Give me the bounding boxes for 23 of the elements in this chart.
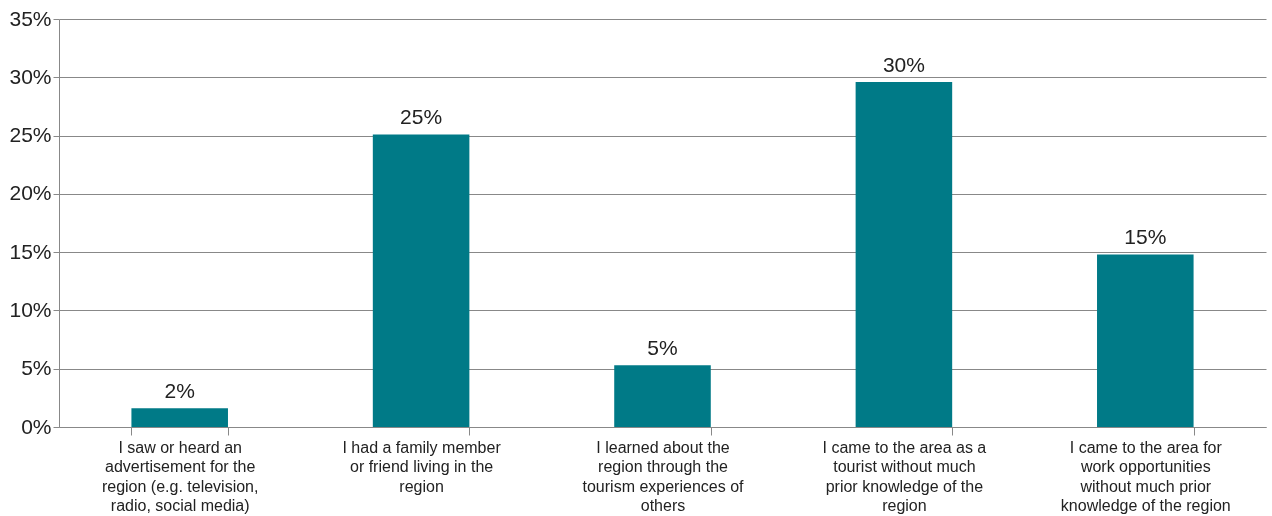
y-tick-label: 10% [9, 297, 52, 321]
bar [614, 365, 711, 427]
bar [1097, 254, 1194, 427]
x-tick-label: I saw or heard an advertisement for the region (e.g. television, radio, social media) [101, 438, 259, 514]
x-tick-label: I came to the area for work opportunities without much prior knowledge of the region [1060, 438, 1231, 514]
y-tick-label: 25% [9, 123, 52, 147]
bar [855, 81, 953, 427]
x-tick-label: I came to the area as a tourist without much prior knowledge of the region [822, 438, 987, 514]
y-tick-label: 20% [9, 181, 52, 205]
bar [372, 134, 470, 427]
x-tick-label: I had a family member or friend living in the region [342, 438, 502, 495]
y-tick-label: 35% [9, 6, 52, 30]
bar [131, 408, 228, 427]
y-tick-label: 30% [9, 64, 52, 88]
data-label: 25% [400, 105, 443, 129]
y-tick-label: 5% [21, 356, 52, 380]
x-tick-label: I learned about the region through the tourism experiences of others [582, 438, 745, 514]
y-tick-label: 15% [9, 239, 52, 263]
data-label: 2% [164, 379, 195, 403]
data-label: 5% [647, 336, 678, 360]
data-label: 15% [1124, 225, 1167, 249]
y-tick-label: 0% [21, 414, 52, 438]
data-label: 30% [882, 52, 925, 76]
